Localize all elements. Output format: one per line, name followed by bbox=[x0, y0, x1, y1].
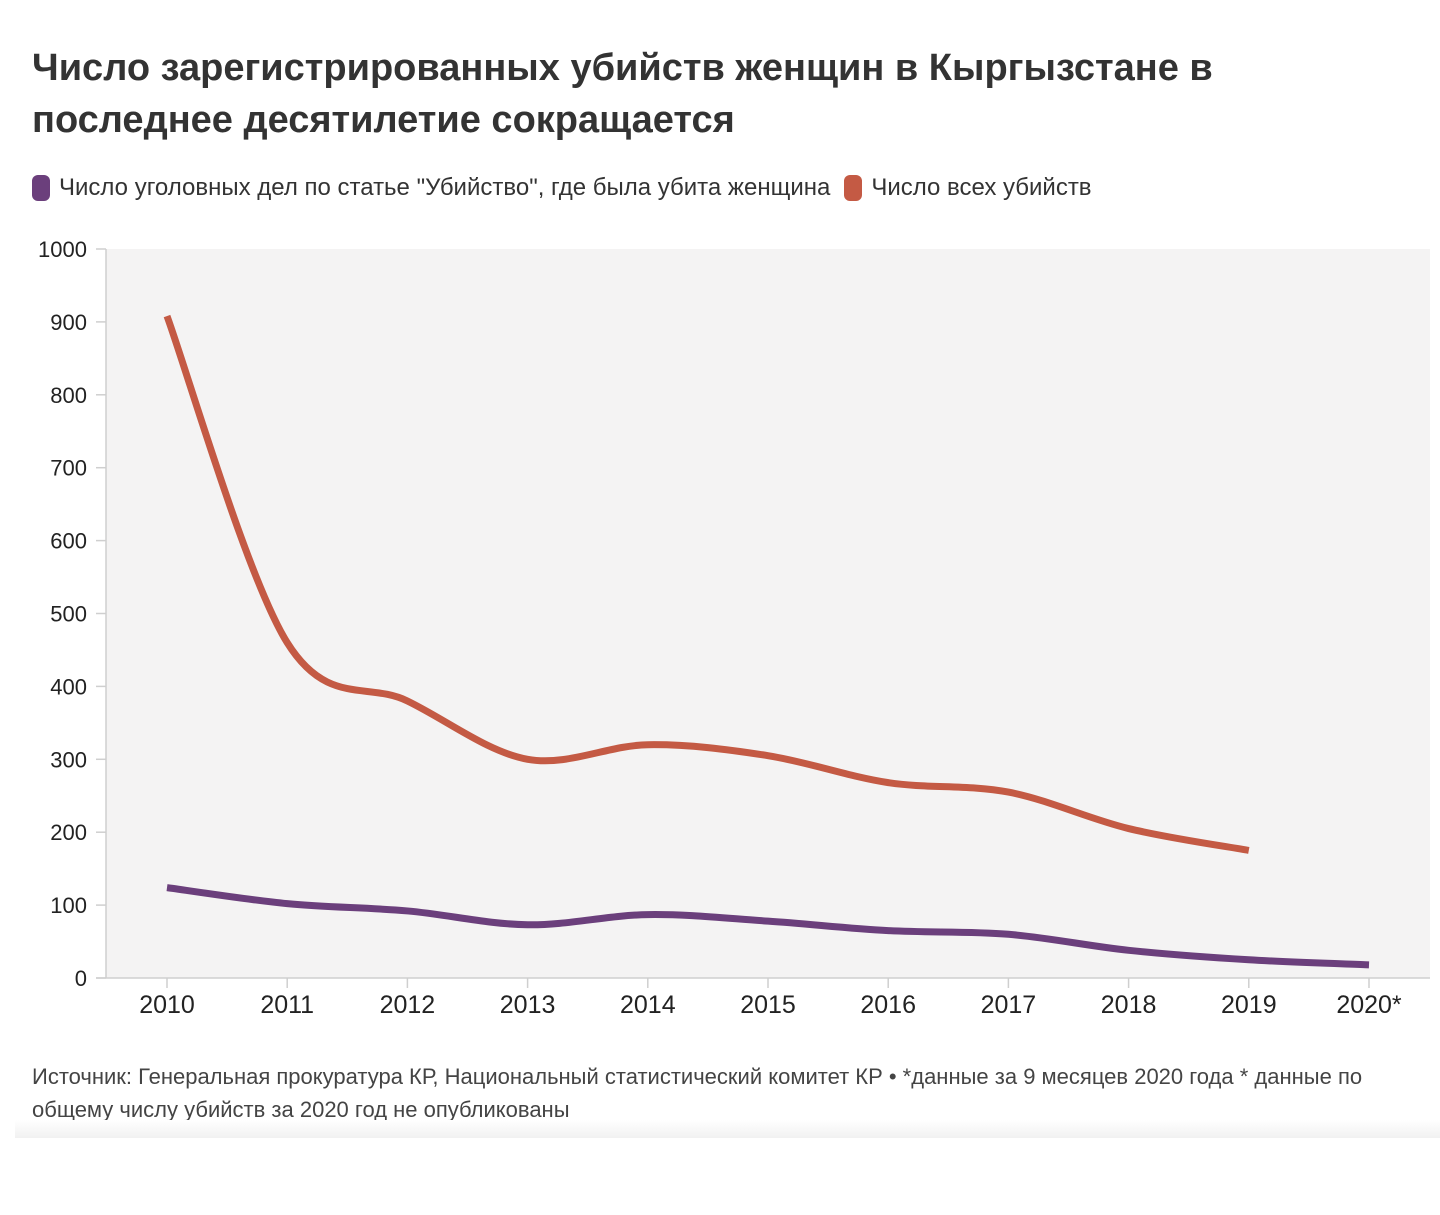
legend-item-all[interactable]: Число всех убийств bbox=[844, 174, 1092, 202]
data-point-all[interactable] bbox=[164, 313, 170, 319]
plot-area bbox=[106, 249, 1430, 978]
data-point-all[interactable] bbox=[765, 753, 771, 759]
source-note: Источник: Генеральная прокуратура КР, На… bbox=[32, 1064, 1363, 1122]
data-point-women[interactable] bbox=[645, 912, 651, 918]
legend-swatch-all bbox=[844, 175, 863, 201]
data-point-all[interactable] bbox=[1126, 826, 1132, 832]
y-tick-label: 1000 bbox=[38, 237, 87, 262]
legend-item-women[interactable]: Число уголовных дел по статье "Убийство"… bbox=[32, 174, 830, 202]
legend: Число уголовных дел по статье "Убийство"… bbox=[32, 174, 1106, 202]
data-point-women[interactable] bbox=[525, 922, 531, 928]
data-point-women[interactable] bbox=[1005, 931, 1011, 937]
y-tick-label: 100 bbox=[50, 893, 87, 918]
data-point-all[interactable] bbox=[885, 780, 891, 786]
y-tick-label: 700 bbox=[50, 456, 87, 481]
x-tick-label: 2020* bbox=[1336, 991, 1402, 1019]
chart-title: Число зарегистрированных убийств женщин … bbox=[32, 47, 1213, 141]
data-point-women[interactable] bbox=[765, 918, 771, 924]
data-point-all[interactable] bbox=[404, 698, 410, 704]
y-tick-label: 800 bbox=[50, 383, 87, 408]
y-tick-label: 500 bbox=[50, 602, 87, 627]
data-point-all[interactable] bbox=[1246, 847, 1252, 853]
y-tick-label: 0 bbox=[75, 966, 87, 991]
x-tick-label: 2019 bbox=[1221, 991, 1277, 1019]
x-tick-label: 2013 bbox=[500, 991, 556, 1019]
bottom-divider bbox=[15, 1120, 1440, 1138]
x-tick-label: 2014 bbox=[620, 991, 676, 1019]
series-layer bbox=[163, 313, 1372, 969]
y-tick-label: 600 bbox=[50, 529, 87, 554]
x-tick-label: 2017 bbox=[981, 991, 1037, 1019]
series-line-women[interactable] bbox=[166, 884, 1370, 969]
data-point-all[interactable] bbox=[284, 640, 290, 646]
data-point-women[interactable] bbox=[1366, 962, 1372, 968]
data-point-women[interactable] bbox=[1126, 947, 1132, 953]
y-tick-label: 300 bbox=[50, 747, 87, 772]
series-line-all[interactable] bbox=[163, 314, 1250, 854]
x-tick-label: 2011 bbox=[260, 991, 314, 1019]
legend-label-all: Число всех убийств bbox=[871, 174, 1092, 201]
data-point-women[interactable] bbox=[164, 885, 170, 891]
x-tick-label: 2012 bbox=[380, 991, 436, 1019]
x-tick-label: 2015 bbox=[740, 991, 796, 1019]
data-point-all[interactable] bbox=[645, 742, 651, 748]
data-point-all[interactable] bbox=[525, 756, 531, 762]
data-point-women[interactable] bbox=[284, 901, 290, 907]
x-tick-label: 2018 bbox=[1101, 991, 1157, 1019]
y-tick-label: 400 bbox=[50, 674, 87, 699]
x-tick-label: 2010 bbox=[139, 991, 195, 1019]
legend-label-women: Число уголовных дел по статье "Убийство"… bbox=[59, 174, 831, 201]
data-point-all[interactable] bbox=[1005, 789, 1011, 795]
legend-swatch-women bbox=[32, 175, 50, 201]
data-point-women[interactable] bbox=[404, 908, 410, 914]
x-axis: 2010 2011 2012 2013 2014 2015 2016 2017 2018 2019… bbox=[96, 977, 1430, 1019]
y-tick-label: 200 bbox=[50, 820, 87, 845]
x-tick-label: 2016 bbox=[860, 991, 916, 1019]
y-axis: 0 100 200 300 400 500 600 700 800 900 1000 bbox=[38, 237, 107, 991]
data-point-women[interactable] bbox=[1246, 957, 1252, 963]
y-tick-label: 900 bbox=[50, 310, 87, 335]
data-point-women[interactable] bbox=[885, 928, 891, 934]
